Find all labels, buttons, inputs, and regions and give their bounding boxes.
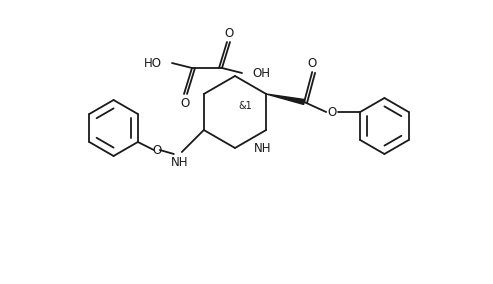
Text: &1: &1 <box>239 101 252 111</box>
Text: HO: HO <box>144 57 162 70</box>
Text: OH: OH <box>252 66 270 80</box>
Text: O: O <box>327 105 337 118</box>
Text: O: O <box>152 143 161 156</box>
Text: NH: NH <box>253 141 271 154</box>
Text: O: O <box>224 26 234 39</box>
Text: O: O <box>180 97 190 110</box>
Polygon shape <box>266 94 305 105</box>
Text: NH: NH <box>171 156 189 168</box>
Text: O: O <box>308 57 317 70</box>
